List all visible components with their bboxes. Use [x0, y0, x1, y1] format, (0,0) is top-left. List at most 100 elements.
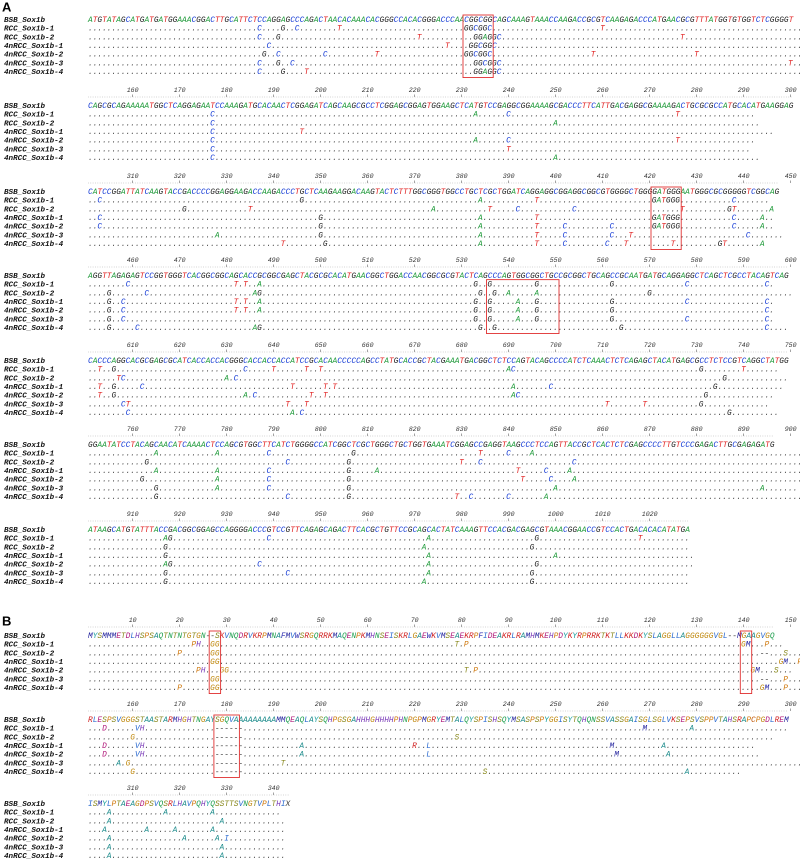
residue-run: ...... — [295, 383, 323, 392]
sequence: ..T..G...........................A.C....… — [88, 392, 774, 401]
residue-run: ..................... — [539, 535, 638, 544]
residue-run: GG — [634, 102, 644, 111]
residue-run: E — [460, 632, 465, 641]
residue-run: ........................................… — [243, 768, 483, 777]
residue-run: ................................. — [539, 561, 694, 570]
ruler-label: 260 — [597, 701, 609, 708]
residue-run: A — [115, 759, 121, 768]
residue-run: C — [271, 441, 276, 450]
residue-run: C — [737, 102, 742, 111]
residue-run: SS — [596, 716, 606, 725]
residue-run: A — [510, 526, 516, 535]
residue-run: P — [356, 632, 361, 641]
residue-run: ............... — [614, 298, 684, 307]
residue-run: GG — [483, 16, 493, 25]
residue-run: ........... — [689, 768, 741, 777]
residue-run: T — [770, 272, 775, 281]
residue-run: ................................. — [534, 578, 689, 587]
residue-run: A — [181, 835, 187, 844]
residue-run: C — [539, 272, 544, 281]
residue-run: H — [370, 632, 375, 641]
ruler-label: 360 — [362, 173, 374, 180]
residue-run: G — [779, 658, 784, 667]
residue-run: G — [333, 102, 338, 111]
residue-run: C — [234, 441, 239, 450]
residue-run: L — [652, 632, 657, 641]
residue-run: A — [628, 357, 634, 366]
ruler-label: 910 — [127, 511, 139, 518]
residue-run: A — [158, 16, 164, 25]
ruler-label: 1010 — [595, 511, 611, 518]
residue-run: G — [709, 102, 714, 111]
sequence-name: RCC_Sox1b-2 — [4, 734, 55, 742]
residue-run: ........................................… — [220, 658, 779, 667]
sequence-name: 4nRCC_Sox1b-1 — [4, 384, 63, 392]
residue-run: S — [732, 716, 737, 725]
residue-run: . — [769, 315, 774, 324]
residue-run: CC — [403, 272, 413, 281]
residue-run: L — [267, 800, 272, 809]
residue-run: P — [464, 641, 469, 650]
residue-run: K — [361, 632, 366, 641]
residue-run: Y — [544, 716, 550, 725]
residue-run: A — [275, 632, 281, 641]
ruler-label: 220 — [409, 87, 421, 94]
alignment-block: BSB_Sox1b ATGTATAGCATGATGATGGAAACGGACTTGC… — [4, 14, 800, 78]
residue-run: ........ — [88, 281, 126, 290]
residue-run: .. — [88, 197, 97, 206]
residue-run: S — [676, 716, 681, 725]
ruler-label: 520 — [409, 257, 421, 264]
residue-run: G — [318, 214, 323, 223]
residue-run: .. — [478, 307, 487, 316]
residue-run: N — [177, 632, 182, 641]
residue-run: C — [572, 205, 577, 214]
residue-run: C — [591, 102, 596, 111]
residue-run: G — [126, 526, 131, 535]
ruler-label: 180 — [221, 701, 233, 708]
residue-run: C — [224, 272, 229, 281]
residue-run: ........................................… — [558, 154, 760, 163]
sequence: ....................................C...… — [88, 68, 800, 77]
residue-run: G — [107, 102, 112, 111]
residue-run: ........................ — [539, 197, 652, 206]
residue-run: T — [534, 223, 539, 232]
residue-run: PP — [704, 716, 714, 725]
residue-run: ... — [262, 59, 276, 68]
residue-run: S — [497, 716, 502, 725]
residue-run: ... — [88, 742, 102, 751]
residue-run: ........... — [520, 205, 572, 214]
residue-run: T — [610, 441, 615, 450]
sequence: ................G.......................… — [88, 569, 689, 578]
residue-run: ....... — [727, 240, 760, 249]
residue-run: ........... — [483, 223, 535, 232]
residue-run: C — [337, 16, 342, 25]
residue-run: CCC — [568, 102, 582, 111]
residue-run: A — [242, 392, 248, 401]
residue-run: GG — [445, 188, 455, 197]
residue-run: AA — [327, 357, 338, 366]
residue-run: K — [220, 632, 225, 641]
residue-run: G — [281, 272, 286, 281]
residue-run: G — [713, 272, 718, 281]
residue-run: G — [671, 102, 676, 111]
sequence: ....A...........A.........A.............… — [88, 809, 281, 818]
residue-run: A — [120, 800, 126, 809]
residue-run: A — [741, 716, 747, 725]
residue-run: G — [760, 102, 765, 111]
residue-run: ................................ — [614, 307, 764, 316]
sequence: ...D......VH...............------.......… — [88, 742, 755, 751]
sequence: ....A.......................A...........… — [88, 852, 285, 860]
residue-run: C — [464, 272, 469, 281]
residue-run: NQ — [229, 632, 239, 641]
residue-run: G — [732, 357, 737, 366]
residue-run: G — [281, 25, 286, 34]
ruler-label: 240 — [503, 701, 515, 708]
residue-run: ....... — [112, 289, 145, 298]
residue-run: AA — [412, 272, 423, 281]
sequence: ..........................GG............… — [88, 675, 800, 684]
residue-run: ........................................… — [558, 119, 760, 128]
residue-run: A — [134, 441, 140, 450]
residue-run: A — [374, 467, 380, 476]
residue-run: G — [643, 357, 648, 366]
residue-run: T — [318, 366, 323, 375]
